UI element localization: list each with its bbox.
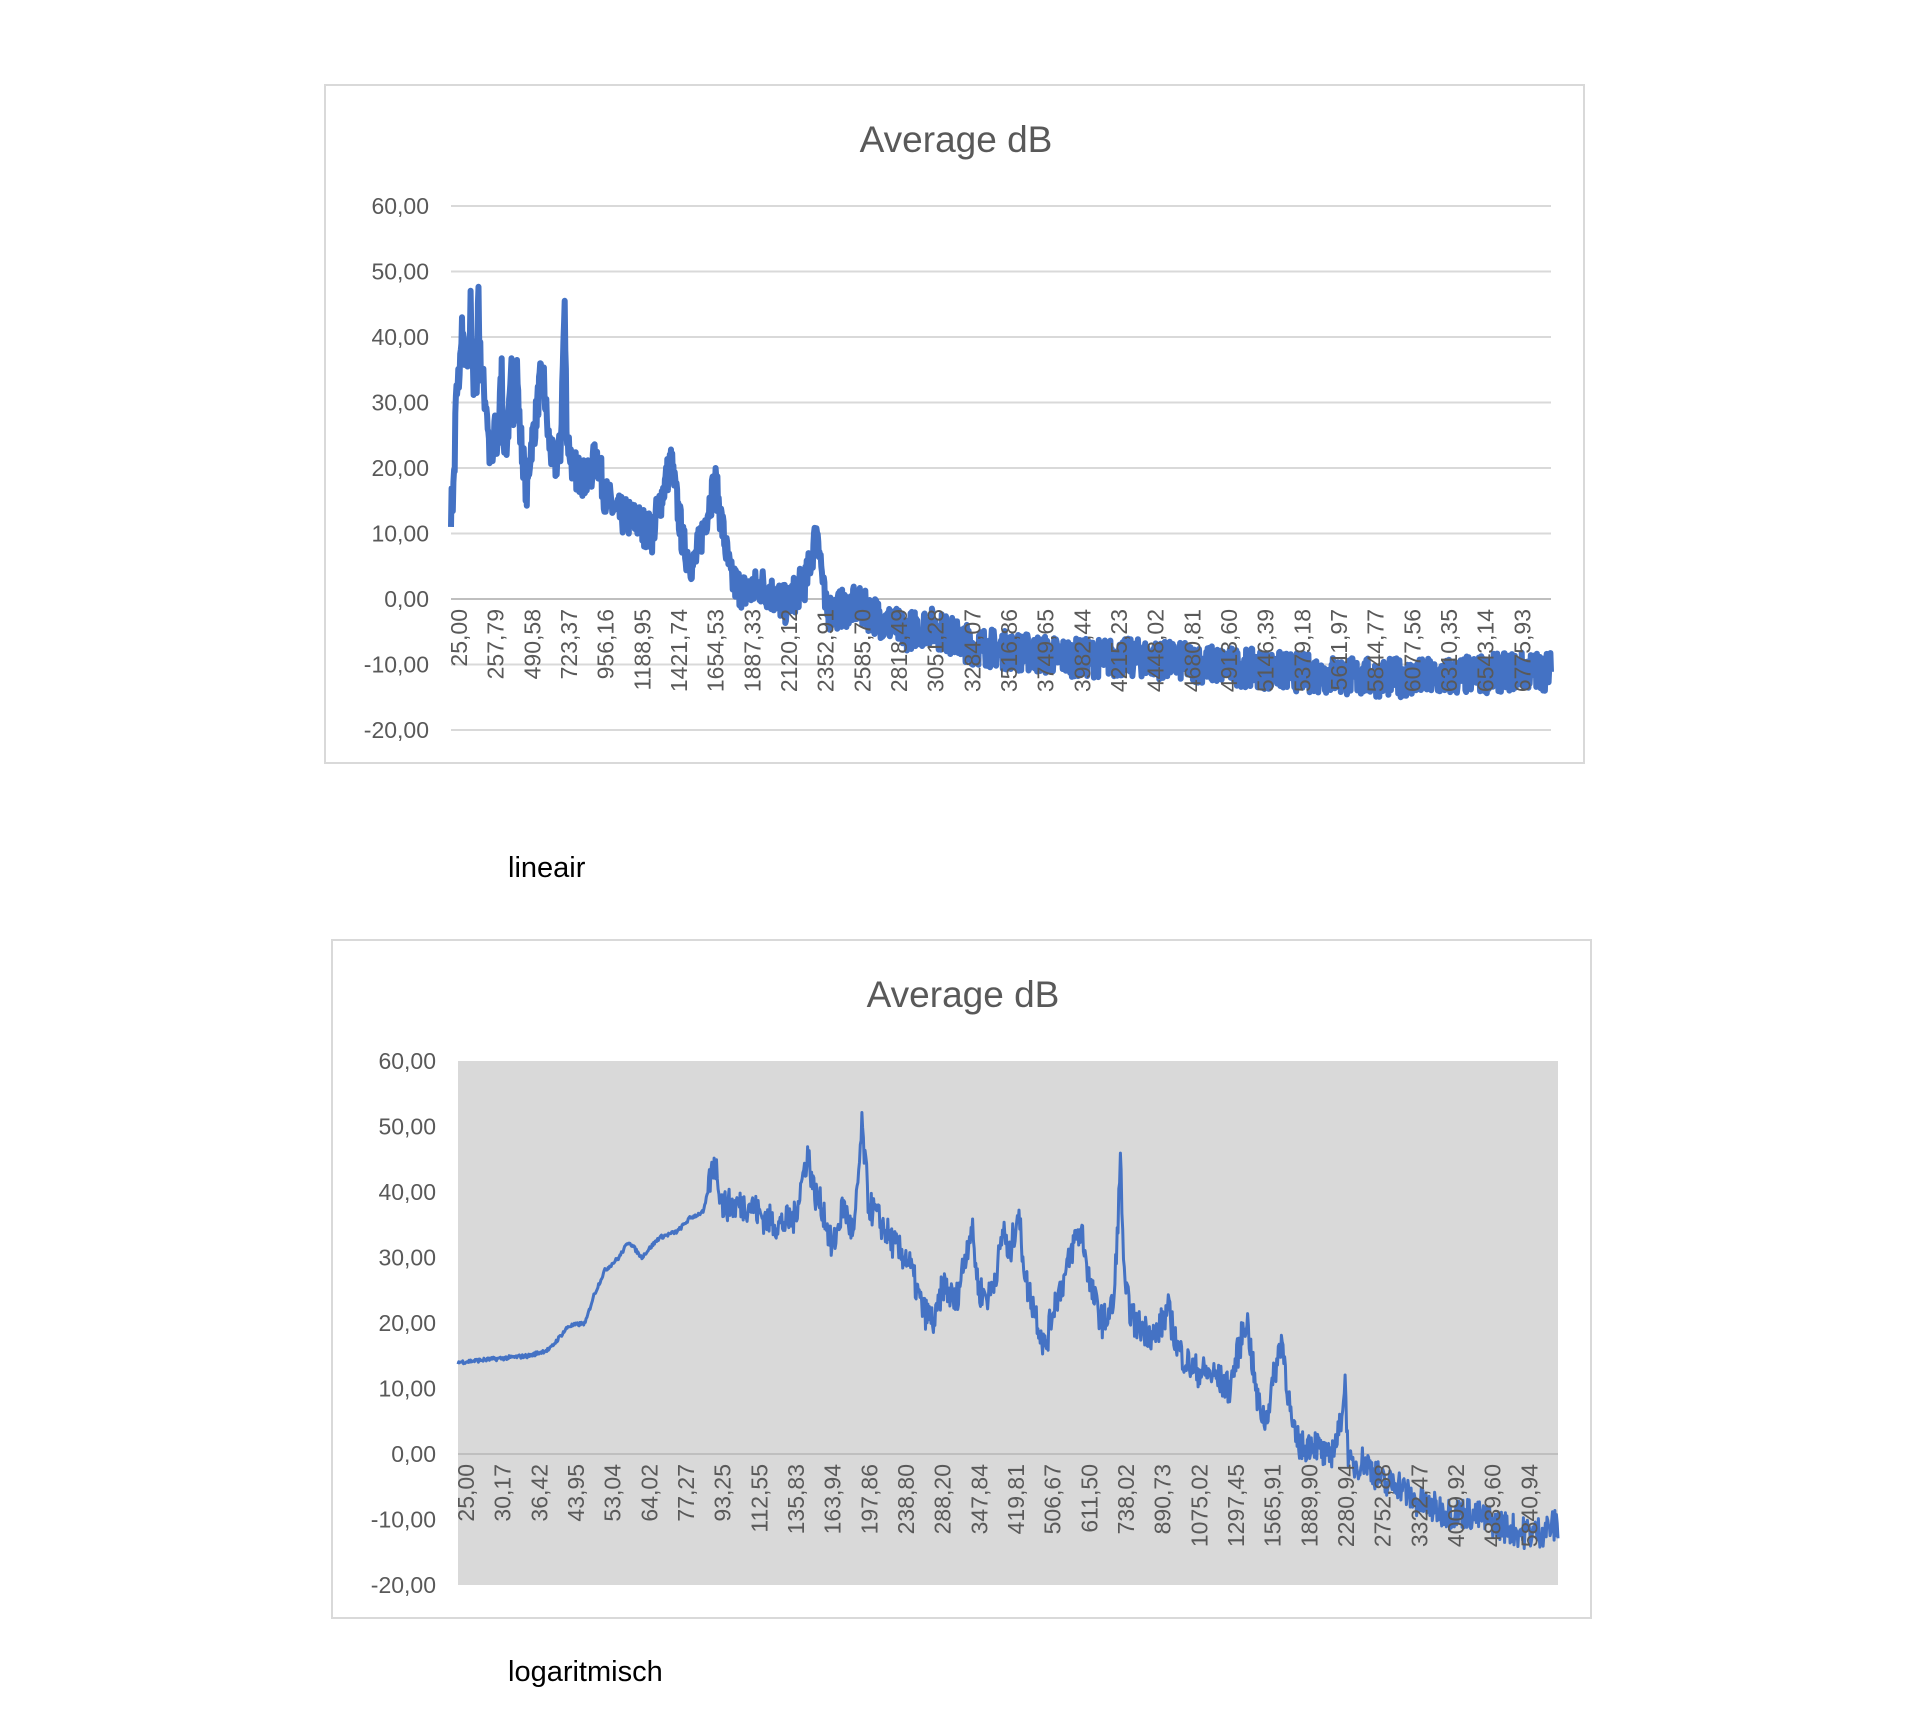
x-tick-label: 93,25 xyxy=(710,1464,736,1522)
y-tick-label: 20,00 xyxy=(378,1310,436,1336)
x-tick-label: 163,94 xyxy=(820,1464,846,1535)
x-tick-label: 288,20 xyxy=(930,1464,956,1534)
x-tick-label: 4215,23 xyxy=(1106,609,1132,692)
x-tick-label: 5611,97 xyxy=(1326,609,1352,690)
x-tick-label: 4913,60 xyxy=(1216,609,1242,692)
y-tick-label: 10,00 xyxy=(371,521,429,547)
chart-title: Average dB xyxy=(860,119,1053,160)
x-tick-label: 6310,35 xyxy=(1436,609,1462,692)
y-tick-label: 50,00 xyxy=(378,1114,436,1140)
x-tick-label: 738,02 xyxy=(1113,1464,1139,1534)
x-tick-label: 3322,47 xyxy=(1406,1464,1432,1547)
y-tick-label: -10,00 xyxy=(371,1507,436,1533)
x-tick-label: 25,00 xyxy=(446,609,472,667)
x-tick-label: 506,67 xyxy=(1040,1464,1066,1534)
x-tick-label: 238,80 xyxy=(893,1464,919,1534)
x-tick-label: 347,84 xyxy=(966,1464,992,1535)
x-tick-label: 723,37 xyxy=(556,609,582,679)
x-tick-label: 5146,39 xyxy=(1253,609,1279,692)
x-tick-label: 1654,53 xyxy=(703,609,729,692)
x-tick-label: 6543,14 xyxy=(1473,609,1499,692)
y-tick-label: -10,00 xyxy=(364,652,429,678)
x-tick-label: 3516,86 xyxy=(996,609,1022,692)
x-tick-label: 5840,94 xyxy=(1516,1464,1542,1547)
x-tick-label: 6775,93 xyxy=(1509,609,1535,692)
x-tick-label: 2120,12 xyxy=(776,609,802,692)
x-tick-label: 3749,65 xyxy=(1033,609,1059,692)
x-tick-label: 25,00 xyxy=(453,1464,479,1522)
chart-log: Average dB 60,00 50,00 40,00 30,00 20,00 10,00… xyxy=(331,939,1592,1619)
x-tick-label: 3051,28 xyxy=(923,609,949,692)
x-tick-label: 5379,18 xyxy=(1289,609,1315,692)
y-tick-label: 20,00 xyxy=(371,455,429,481)
caption-linear: lineair xyxy=(508,852,586,884)
chart-log-svg: Average dB 60,00 50,00 40,00 30,00 20,00 10,00… xyxy=(371,974,1560,1598)
x-tick-label: 2280,94 xyxy=(1333,1464,1359,1547)
chart-title: Average dB xyxy=(867,974,1060,1015)
series-line-average-db xyxy=(448,283,1554,701)
x-tick-label: 197,86 xyxy=(856,1464,882,1534)
x-tick-label: 1565,91 xyxy=(1260,1464,1286,1547)
caption-log: logaritmisch xyxy=(508,1656,663,1688)
x-tick-label: 2352,91 xyxy=(813,609,839,692)
y-tick-label: 10,00 xyxy=(378,1376,436,1402)
y-tick-label: 50,00 xyxy=(371,259,429,285)
y-tick-label: -20,00 xyxy=(371,1572,436,1598)
x-tick-label: 112,55 xyxy=(746,1464,772,1533)
x-tick-label: 77,27 xyxy=(673,1464,699,1522)
y-tick-label: 30,00 xyxy=(378,1245,436,1271)
x-tick-label: 490,58 xyxy=(519,609,545,679)
x-tick-label: 1188,95 xyxy=(629,609,655,690)
x-tick-label: 4680,81 xyxy=(1179,609,1205,692)
x-tick-label: 3982,44 xyxy=(1069,609,1095,692)
y-tick-label: -20,00 xyxy=(364,717,429,743)
x-tick-label: 1889,90 xyxy=(1296,1464,1322,1547)
x-tick-label: 2752,88 xyxy=(1370,1464,1396,1547)
x-tick-label: 30,17 xyxy=(490,1464,516,1522)
x-tick-label: 1297,45 xyxy=(1223,1464,1249,1547)
series-line-average-db xyxy=(456,1111,1560,1550)
x-tick-label: 36,42 xyxy=(526,1464,552,1522)
x-tick-label: 4009,92 xyxy=(1443,1464,1469,1547)
x-tick-label: 64,02 xyxy=(636,1464,662,1522)
y-tick-label: 40,00 xyxy=(371,324,429,350)
x-tick-label: 2818,49 xyxy=(886,609,912,692)
x-tick-label: 611,50 xyxy=(1076,1464,1102,1533)
x-tick-label: 135,83 xyxy=(783,1464,809,1534)
chart-linear-svg: Average dB 60,00 50,00 40,00 30,00 20,00 10,00… xyxy=(364,119,1554,743)
x-tick-label: 890,73 xyxy=(1150,1464,1176,1534)
x-tick-label: 419,81 xyxy=(1003,1464,1029,1534)
chart-linear: Average dB 60,00 50,00 40,00 30,00 20,00 10,00… xyxy=(324,84,1585,764)
x-tick-label: 43,95 xyxy=(563,1464,589,1522)
y-tick-label: 40,00 xyxy=(378,1179,436,1205)
x-tick-label: 6077,56 xyxy=(1399,609,1425,692)
y-tick-label: 0,00 xyxy=(391,1441,436,1467)
x-tick-label: 3284,07 xyxy=(959,609,985,692)
x-tick-label: 5844,77 xyxy=(1363,609,1389,692)
x-tick-label: 2585,70 xyxy=(849,609,875,692)
x-tick-label: 4839,60 xyxy=(1480,1464,1506,1547)
y-tick-label: 60,00 xyxy=(371,193,429,219)
y-tick-label: 60,00 xyxy=(378,1048,436,1074)
x-tick-label: 53,04 xyxy=(600,1464,626,1522)
x-tick-label: 956,16 xyxy=(593,609,619,679)
x-tick-label: 1421,74 xyxy=(666,609,692,692)
x-tick-label: 4448,02 xyxy=(1143,609,1169,692)
x-tick-label: 1075,02 xyxy=(1186,1464,1212,1547)
x-tick-label: 257,79 xyxy=(483,609,509,679)
x-tick-label: 1887,33 xyxy=(739,609,765,692)
y-tick-label: 30,00 xyxy=(371,390,429,416)
plot-area xyxy=(458,1061,1558,1585)
y-tick-label: 0,00 xyxy=(384,586,429,612)
